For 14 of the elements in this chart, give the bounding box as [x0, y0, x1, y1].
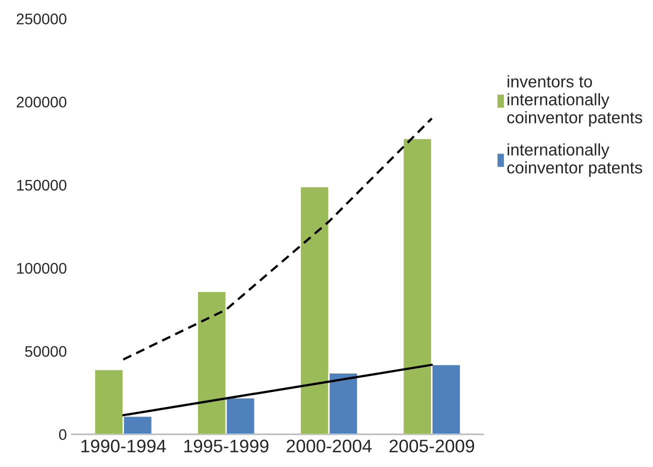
y-tick-label: 0: [59, 429, 66, 440]
line-series: [122, 117, 433, 361]
y-tick-label: 100000: [17, 262, 66, 274]
y-tick-label: 200000: [16, 96, 66, 108]
legend-label: internationally coinventor patents: [507, 143, 642, 177]
legend-label: inventors to internationally coinventor patents: [507, 75, 642, 127]
y-tick-label: 50000: [25, 346, 66, 357]
x-tick-label: 1990-1994: [81, 440, 166, 452]
line-series: [122, 364, 433, 416]
x-tick-label: 2000-2004: [286, 440, 372, 452]
x-tick-label: 2005-2009: [390, 440, 474, 452]
x-tick-label: 1995-1999: [184, 440, 268, 452]
y-tick-label: 250000: [16, 14, 66, 24]
y-tick-label: 150000: [17, 180, 66, 191]
